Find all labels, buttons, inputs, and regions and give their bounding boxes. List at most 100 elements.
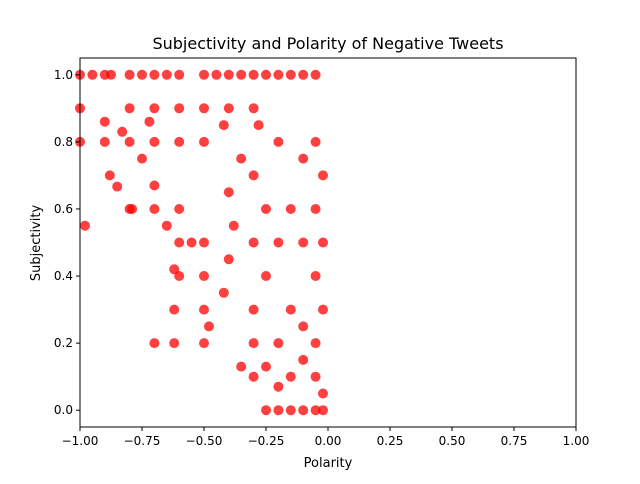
data-point [161, 220, 172, 231]
data-point [161, 69, 172, 80]
x-tick-label: −0.75 [124, 434, 161, 448]
data-point [273, 136, 284, 147]
data-point [298, 153, 309, 164]
x-tick-label: −0.25 [248, 434, 285, 448]
data-point [298, 321, 309, 332]
y-tick-label: 0.0 [54, 403, 73, 417]
data-point [117, 126, 128, 137]
data-point [248, 237, 259, 248]
data-point [228, 220, 239, 231]
data-point [248, 69, 259, 80]
data-point [248, 103, 259, 114]
data-point [223, 69, 234, 80]
chart-title: Subjectivity and Polarity of Negative Tw… [152, 34, 503, 53]
x-tick-label: 1.00 [563, 434, 590, 448]
x-tick-label: −1.00 [62, 434, 99, 448]
data-point [298, 354, 309, 365]
data-point [310, 271, 321, 281]
data-point [149, 136, 160, 147]
x-axis: −1.00 −0.75 −0.50 −0.25 0.00 0.25 0.50 0.75 1.00 [62, 427, 590, 448]
y-tick-label: 0.6 [54, 202, 73, 216]
data-point [318, 388, 328, 399]
x-tick-label: 0.00 [315, 434, 342, 448]
data-point [174, 136, 185, 147]
data-point [199, 136, 209, 147]
x-tick-label: 0.75 [501, 434, 528, 448]
data-point [223, 254, 234, 265]
data-point [285, 69, 296, 80]
data-point [298, 405, 309, 416]
data-point [285, 405, 296, 416]
data-point [310, 136, 321, 147]
data-point [199, 69, 209, 80]
data-point [99, 116, 110, 127]
data-point [199, 271, 209, 281]
data-point [298, 237, 309, 248]
data-point [261, 361, 271, 372]
data-point [273, 338, 284, 349]
data-point [174, 69, 185, 80]
data-point [149, 338, 160, 349]
data-point [104, 170, 115, 181]
data-point [310, 371, 321, 382]
data-point [310, 405, 321, 416]
data-point [199, 304, 209, 315]
data-point [318, 237, 328, 248]
data-point [285, 204, 296, 214]
data-point [149, 204, 160, 214]
x-tick-label: 0.25 [377, 434, 404, 448]
y-tick-label: 1.0 [54, 68, 73, 82]
data-point [174, 237, 185, 248]
data-point [186, 237, 197, 248]
data-point [169, 338, 180, 349]
data-point [144, 116, 155, 127]
data-point [137, 153, 147, 164]
data-point [218, 120, 229, 131]
data-point [137, 69, 147, 80]
data-point [298, 69, 309, 80]
data-point [285, 304, 296, 315]
data-point [318, 170, 328, 181]
data-point [285, 371, 296, 382]
data-point [174, 204, 185, 214]
data-point [199, 338, 209, 349]
data-point [273, 237, 284, 248]
data-point [124, 103, 135, 114]
data-point [204, 321, 214, 332]
y-tick-label: 0.4 [54, 269, 73, 283]
data-point [261, 271, 271, 281]
data-point [236, 361, 247, 372]
data-point [149, 69, 160, 80]
data-point [248, 338, 259, 349]
data-point [99, 136, 110, 147]
data-point [310, 338, 321, 349]
x-axis-label: Polarity [304, 456, 353, 471]
data-point [261, 405, 271, 416]
data-point [80, 220, 90, 231]
data-point [261, 69, 271, 80]
data-point [169, 304, 180, 315]
data-point [106, 69, 116, 80]
data-point [318, 304, 328, 315]
data-point [199, 103, 209, 114]
data-point [174, 103, 185, 114]
data-point [169, 264, 180, 275]
data-point [248, 170, 259, 181]
data-point [149, 103, 160, 114]
data-point [211, 69, 222, 80]
data-point [87, 69, 98, 80]
y-axis-label: Subjectivity [29, 205, 44, 282]
points-layer [75, 69, 328, 416]
data-point [310, 204, 321, 214]
data-point [223, 103, 234, 114]
data-point [149, 180, 160, 191]
data-point [261, 204, 271, 214]
data-point [273, 69, 284, 80]
y-tick-label: 0.8 [54, 135, 73, 149]
data-point [273, 381, 284, 392]
data-point [199, 237, 209, 248]
data-point [124, 69, 135, 80]
data-point [236, 69, 247, 80]
